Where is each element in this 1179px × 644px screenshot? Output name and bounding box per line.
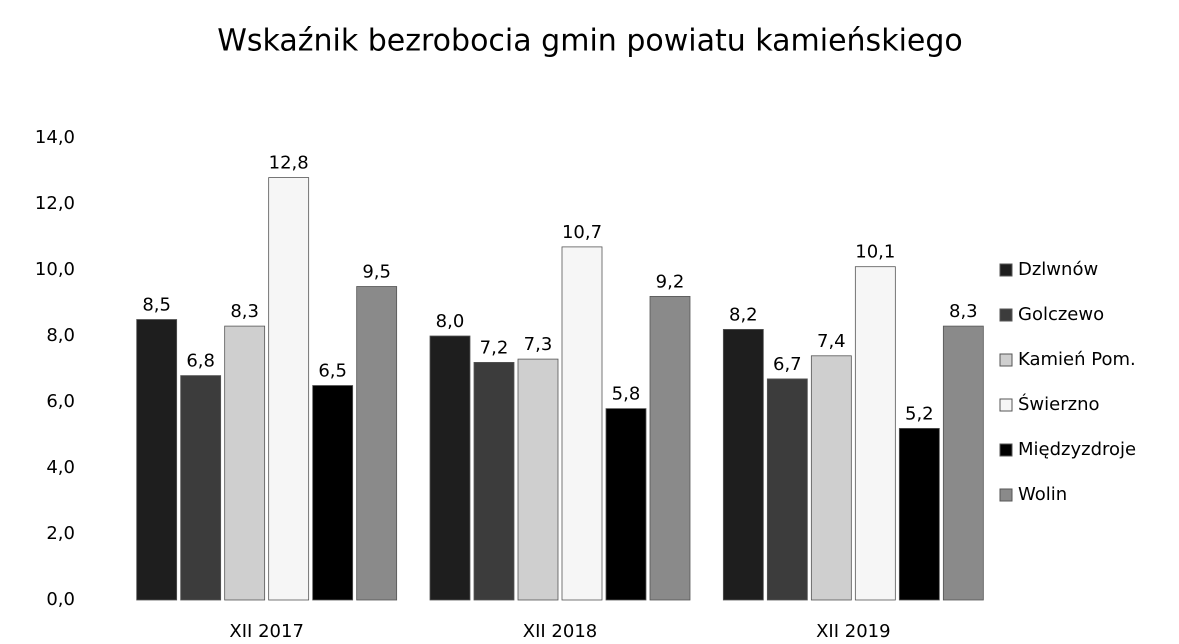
value-label: 9,5 (362, 262, 391, 283)
legend-label: Wolin (1018, 484, 1067, 505)
bar (810, 355, 852, 601)
bar (649, 295, 691, 601)
bar (268, 177, 310, 601)
legend-swatch (999, 263, 1013, 277)
legend-label: Świerzno (1018, 393, 1100, 415)
value-label: 8,3 (230, 301, 259, 322)
value-label: 6,8 (186, 351, 215, 372)
value-label: 8,3 (949, 301, 978, 322)
legend-swatch (999, 353, 1013, 367)
value-label: 7,4 (817, 331, 846, 352)
value-label: 7,3 (524, 334, 553, 355)
value-label: 8,5 (142, 295, 171, 316)
y-tick-label: 10,0 (35, 259, 75, 280)
y-tick-label: 6,0 (46, 391, 75, 412)
bar (561, 246, 603, 601)
bar (136, 319, 178, 601)
bar (854, 266, 896, 601)
bar (605, 408, 647, 601)
y-tick-label: 12,0 (35, 193, 75, 214)
bar (224, 325, 266, 601)
value-label: 12,8 (269, 153, 309, 174)
x-tick-label: XII 2018 (523, 621, 597, 640)
y-tick-label: 2,0 (46, 523, 75, 544)
legend-label: Kamień Pom. (1018, 349, 1136, 370)
y-tick-label: 4,0 (46, 457, 75, 478)
bar (722, 328, 764, 601)
bar (766, 378, 808, 601)
bar (180, 375, 222, 601)
bar (898, 427, 940, 601)
value-label: 10,7 (562, 222, 602, 243)
legend-swatch (999, 488, 1013, 502)
legend-swatch (999, 398, 1013, 412)
bar (356, 286, 398, 601)
legend-label: Międzyzdroje (1018, 439, 1136, 460)
y-tick-label: 0,0 (46, 589, 75, 610)
value-label: 5,8 (612, 384, 641, 405)
y-tick-label: 14,0 (35, 127, 75, 148)
bar (517, 358, 559, 601)
bar (312, 385, 354, 601)
legend-swatch (999, 308, 1013, 322)
x-tick-label: XII 2019 (816, 621, 890, 640)
legend-swatch (999, 443, 1013, 457)
value-label: 6,7 (773, 354, 802, 375)
y-tick-label: 8,0 (46, 325, 75, 346)
value-label: 5,2 (905, 403, 934, 424)
bar (473, 361, 515, 601)
value-label: 10,1 (855, 242, 895, 263)
value-label: 6,5 (318, 361, 347, 382)
value-label: 9,2 (656, 271, 685, 292)
chart-title: Wskaźnik bezrobocia gmin powiatu kamieńs… (217, 24, 963, 59)
value-label: 8,2 (729, 304, 758, 325)
legend-label: Golczewo (1018, 304, 1104, 325)
legend-label: Dzlwnów (1018, 259, 1098, 280)
bar (429, 335, 471, 601)
bar (942, 325, 984, 601)
value-label: 8,0 (436, 311, 465, 332)
x-tick-label: XII 2017 (229, 621, 303, 640)
value-label: 7,2 (480, 337, 509, 358)
